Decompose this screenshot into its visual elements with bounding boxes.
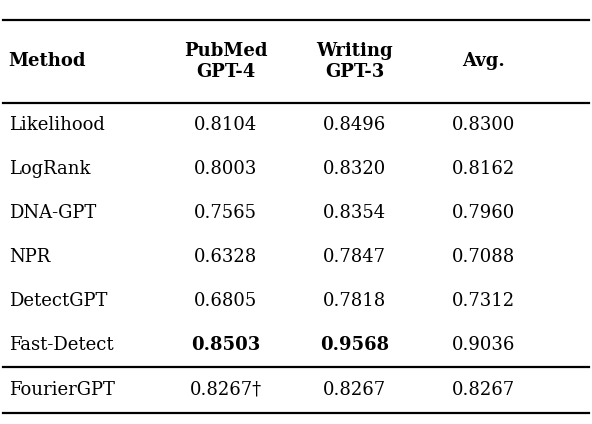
Text: 0.7960: 0.7960 [452,204,515,222]
Text: 0.8267: 0.8267 [323,381,386,399]
Text: 0.8496: 0.8496 [323,116,386,134]
Text: FourierGPT: FourierGPT [9,381,114,399]
Text: 0.8354: 0.8354 [323,204,386,222]
Text: Writing
GPT-3: Writing GPT-3 [316,42,393,81]
Text: LogRank: LogRank [9,160,90,178]
Text: Avg.: Avg. [462,52,505,70]
Text: 0.9568: 0.9568 [320,336,389,354]
Text: 0.7088: 0.7088 [452,248,515,266]
Text: PubMed
GPT-4: PubMed GPT-4 [184,42,268,81]
Text: 0.6805: 0.6805 [194,292,258,310]
Text: 0.8162: 0.8162 [452,160,515,178]
Text: 0.7312: 0.7312 [452,292,515,310]
Text: 0.8104: 0.8104 [194,116,258,134]
Text: DNA-GPT: DNA-GPT [9,204,96,222]
Text: Likelihood: Likelihood [9,116,105,134]
Text: 0.7818: 0.7818 [323,292,386,310]
Text: 0.8300: 0.8300 [452,116,516,134]
Text: Method: Method [9,52,86,70]
Text: Fast-Detect: Fast-Detect [9,336,113,354]
Text: 0.7847: 0.7847 [323,248,386,266]
Text: NPR: NPR [9,248,50,266]
Text: 0.8003: 0.8003 [194,160,258,178]
Text: 0.8267†: 0.8267† [189,381,262,399]
Text: 0.7565: 0.7565 [194,204,257,222]
Text: DetectGPT: DetectGPT [9,292,107,310]
Text: 0.9036: 0.9036 [452,336,516,354]
Text: 0.6328: 0.6328 [194,248,258,266]
Text: 0.8267: 0.8267 [452,381,515,399]
Text: 0.8503: 0.8503 [191,336,260,354]
Text: 0.8320: 0.8320 [323,160,386,178]
